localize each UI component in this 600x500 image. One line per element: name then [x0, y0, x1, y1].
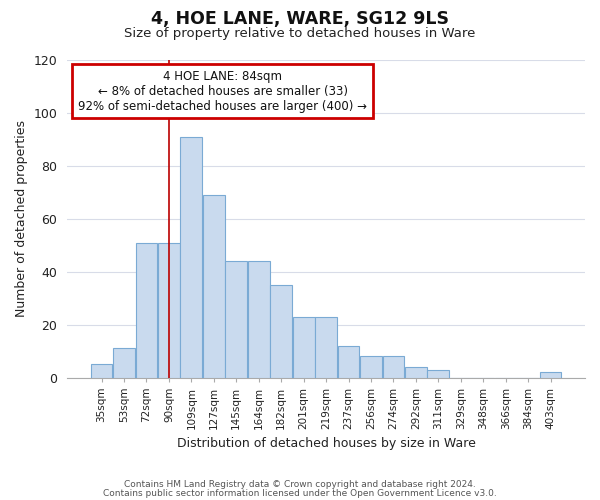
Bar: [113, 348, 135, 378]
X-axis label: Distribution of detached houses by size in Ware: Distribution of detached houses by size …: [176, 437, 476, 450]
Text: Contains HM Land Registry data © Crown copyright and database right 2024.: Contains HM Land Registry data © Crown c…: [124, 480, 476, 489]
Bar: [315, 316, 337, 378]
Bar: [338, 346, 359, 378]
Bar: [203, 195, 225, 378]
Bar: [136, 242, 157, 378]
Bar: [270, 285, 292, 378]
Bar: [181, 136, 202, 378]
Bar: [248, 261, 269, 378]
Bar: [383, 356, 404, 378]
Bar: [360, 356, 382, 378]
Bar: [158, 242, 180, 378]
Bar: [226, 261, 247, 378]
Bar: [91, 364, 112, 378]
Bar: [405, 367, 427, 378]
Text: 4 HOE LANE: 84sqm
← 8% of detached houses are smaller (33)
92% of semi-detached : 4 HOE LANE: 84sqm ← 8% of detached house…: [78, 70, 367, 112]
Text: 4, HOE LANE, WARE, SG12 9LS: 4, HOE LANE, WARE, SG12 9LS: [151, 10, 449, 28]
Y-axis label: Number of detached properties: Number of detached properties: [15, 120, 28, 318]
Bar: [293, 316, 314, 378]
Text: Contains public sector information licensed under the Open Government Licence v3: Contains public sector information licen…: [103, 489, 497, 498]
Bar: [427, 370, 449, 378]
Text: Size of property relative to detached houses in Ware: Size of property relative to detached ho…: [124, 28, 476, 40]
Bar: [539, 372, 562, 378]
